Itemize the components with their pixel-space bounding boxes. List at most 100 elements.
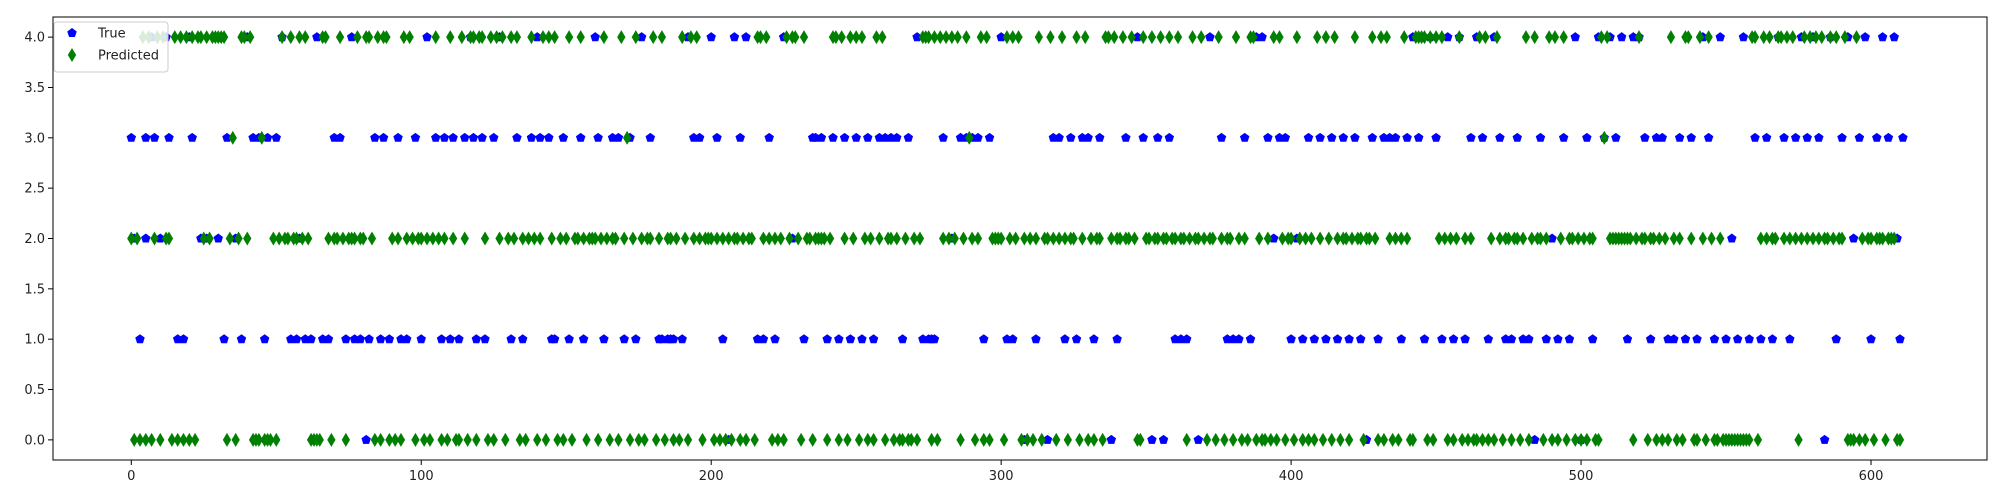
data-point [1028,432,1038,447]
data-point [178,334,189,344]
data-point [1579,231,1589,246]
data-point [898,432,907,447]
data-point [602,231,611,246]
data-point [897,334,908,344]
data-point [1626,231,1635,246]
data-point [796,432,806,447]
data-point [1761,132,1772,142]
data-point [373,30,382,45]
data-point [1112,334,1122,344]
data-point [599,30,609,45]
data-point [1692,432,1702,447]
data-point [1562,432,1571,447]
data-point [1808,231,1818,246]
data-point [1655,231,1664,246]
data-point [1814,132,1824,142]
data-point [538,30,548,45]
data-point [1214,30,1223,45]
data-point [550,30,559,45]
data-point [762,30,771,45]
data-point [257,130,266,145]
data-point [298,231,307,246]
data-point [471,334,482,344]
data-point [973,231,983,246]
data-point [399,30,408,45]
data-point [1060,231,1070,246]
data-point [1220,432,1229,447]
data-point [1297,334,1308,344]
data-point [1594,432,1603,447]
data-point [1104,30,1113,45]
data-point [1124,231,1133,246]
data-point [1275,30,1284,45]
y-axis: 0.0 0.5 1.0 1.5 2.0 2.5 3.0 3.5 4.0 [24,31,53,448]
data-point [1156,30,1165,45]
data-point [1478,432,1487,447]
data-point [167,432,177,447]
data-point [1263,231,1273,246]
data-point [375,334,386,344]
data-point [1216,132,1227,142]
data-point [228,130,237,145]
data-point [1472,432,1481,447]
data-point [1054,231,1064,246]
data-point [1170,231,1180,246]
data-point [1541,334,1551,344]
data-point [1481,30,1490,45]
data-point [910,231,919,246]
data-point [411,432,420,447]
data-point [1611,132,1621,142]
data-point [1895,432,1905,447]
data-point [361,434,371,444]
data-point [1848,233,1859,243]
data-point [1819,434,1830,444]
data-point [1130,231,1139,246]
data-point [1483,334,1494,344]
data-point [666,231,675,246]
data-point [959,231,968,246]
data-point [1211,432,1220,447]
y-tick-label: 4.0 [24,31,45,46]
data-point [126,132,137,142]
data-point [1356,231,1365,246]
data-point [469,30,478,45]
data-point [530,231,539,246]
data-point [1872,132,1882,142]
data-point [1498,432,1507,447]
data-point [1419,334,1430,344]
data-point [359,231,368,246]
data-point [1107,231,1116,246]
data-point [271,132,281,142]
data-point [526,132,537,142]
data-point [445,334,455,344]
data-point [1429,432,1438,447]
data-point [834,432,843,447]
data-point [367,231,377,246]
data-point [1513,231,1522,246]
data-point [735,132,745,142]
data-point [1014,30,1023,45]
data-point [866,231,875,246]
data-point [327,432,336,447]
data-point [929,334,940,344]
data-point [1359,432,1368,447]
data-point [1767,334,1778,344]
data-point [443,432,452,447]
data-point [982,30,991,45]
data-point [849,231,858,246]
data-point [1031,231,1041,246]
data-point [1179,231,1188,246]
x-tick-label: 0 [127,469,135,484]
data-point [246,30,255,45]
data-point [1153,132,1163,142]
data-point [1649,231,1658,246]
data-point [794,231,803,246]
data-point [509,231,519,246]
data-point [729,32,740,42]
data-point [1281,432,1290,447]
data-point [1890,231,1899,246]
data-point [845,334,856,344]
data-point [962,30,971,45]
data-point [973,132,983,142]
data-point [669,432,678,447]
